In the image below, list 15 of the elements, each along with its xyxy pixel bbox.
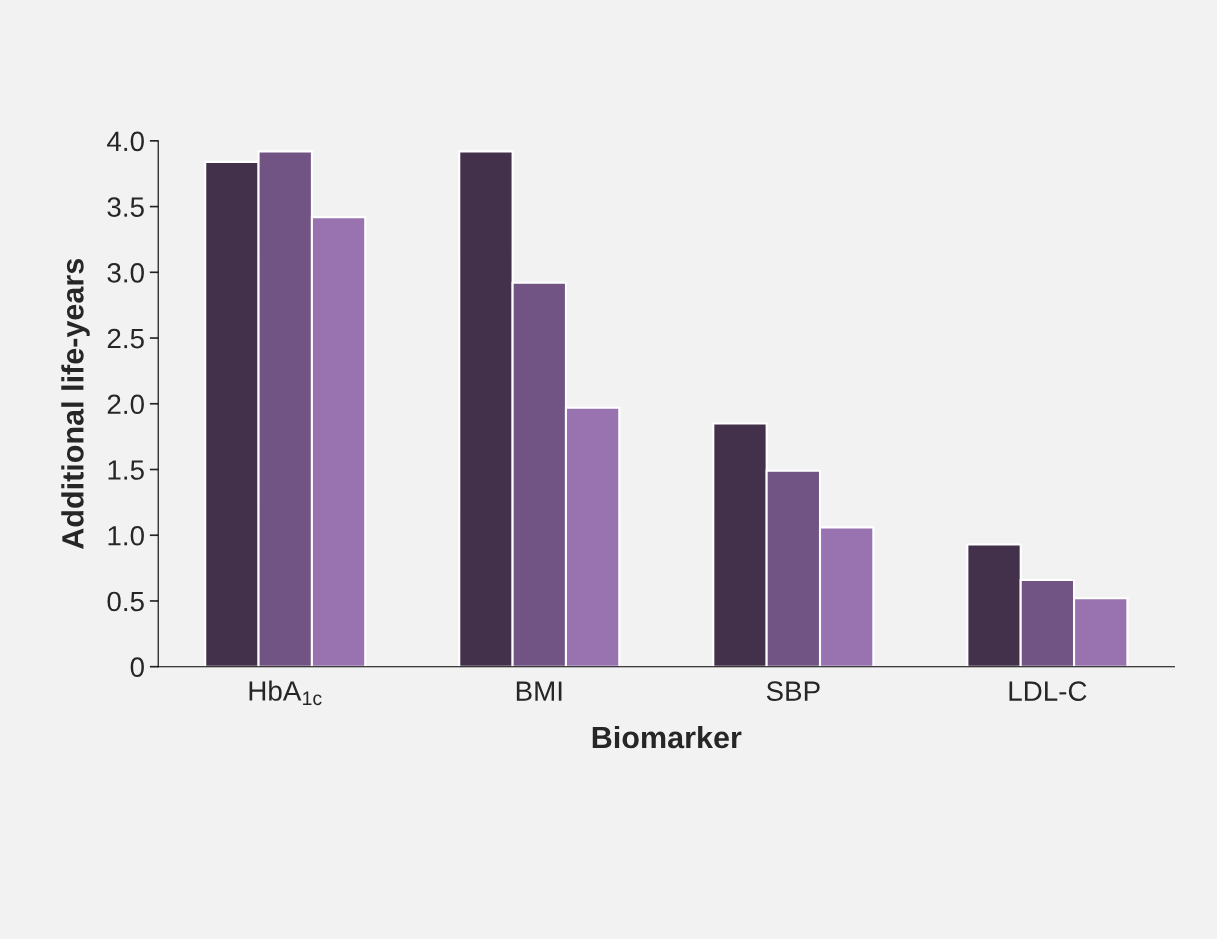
x-tick-label: SBP — [766, 681, 820, 701]
y-tick-label: 2.5 — [107, 328, 144, 349]
y-tick-label: 3.0 — [107, 262, 144, 283]
y-axis-title: Additional life-years — [61, 258, 90, 550]
y-tick-label: 1.5 — [108, 460, 144, 480]
y-tick-label: 0 — [130, 657, 144, 678]
x-tick-label: HbA$_{1c}$ — [249, 680, 322, 706]
y-tick-label: 4.0 — [107, 131, 144, 152]
y-tick-label: 0.5 — [107, 591, 144, 612]
y-tick-label: 3.5 — [107, 197, 144, 217]
y-tick-label: 2.0 — [107, 394, 144, 415]
y-tick-label: 1.0 — [108, 525, 144, 546]
x-tick-label: LDL-C — [1009, 681, 1087, 701]
x-tick-label: BMI — [516, 681, 562, 701]
x-axis-title: Biomarker — [592, 725, 742, 749]
